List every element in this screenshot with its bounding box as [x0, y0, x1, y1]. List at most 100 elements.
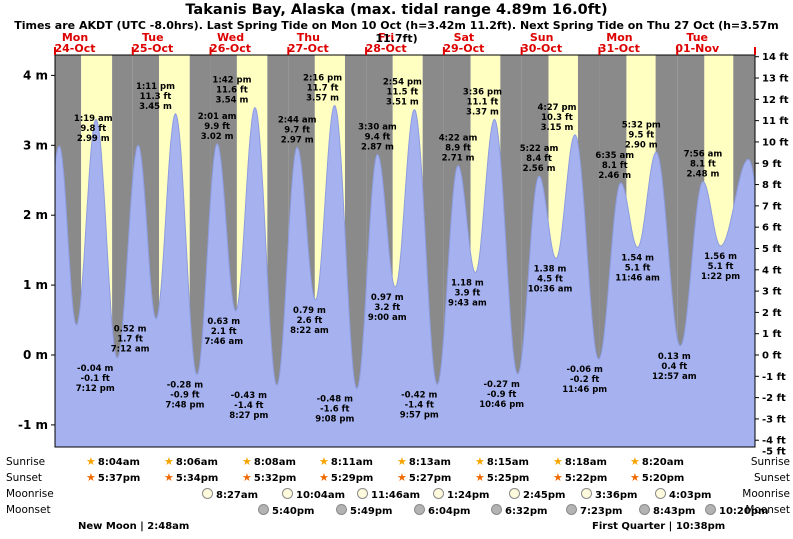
day-label-date: 25-Oct [132, 42, 173, 55]
low-tide-annotation: 7:12 pm [76, 384, 115, 394]
low-tide-annotation: -0.9 ft [487, 390, 516, 400]
sunrise-row-label-right: Sunrise [750, 456, 790, 468]
moonset-time: 5:49pm [350, 506, 393, 517]
high-tide-annotation: 3:36 pm [463, 87, 502, 97]
high-tide-annotation: 5:22 am [520, 144, 559, 154]
y-axis-label-ft: 9 ft [762, 159, 782, 170]
moonrise-row: Moonrise Moonrise 8:27am 10:04am 11:46am 1:… [0, 486, 793, 502]
high-tide-annotation: 11.1 ft [467, 97, 499, 107]
moonset-moon-icon [414, 504, 425, 515]
day-label-dow: Tue [686, 31, 708, 44]
low-tide-annotation: 4.5 ft [537, 275, 563, 285]
low-tide-annotation: 9:08 pm [315, 415, 354, 425]
moonset-row-label-left: Moonset [6, 504, 51, 516]
sunset-row: Sunset Sunset ★ 5:37pm ★ 5:34pm ★ 5:32pm ★ 5:29… [0, 470, 793, 486]
low-tide-annotation: 0.97 m [371, 293, 404, 303]
sunset-star-icon: ★ [164, 471, 174, 484]
moonrise-moon-icon [282, 488, 293, 499]
sunset-entry: ★ 5:32pm [242, 471, 296, 484]
day-label-date: 24-Oct [54, 42, 95, 55]
high-tide-annotation: 2.87 m [361, 142, 394, 152]
high-tide-annotation: 2:16 pm [303, 73, 342, 83]
y-axis-label-m: 2 m [23, 208, 48, 222]
moonset-time: 10:20pm [719, 506, 769, 517]
low-tide-annotation: -0.06 m [567, 365, 603, 375]
low-tide-annotation: 0.13 m [658, 352, 691, 362]
low-tide-annotation: -1.6 ft [320, 405, 349, 415]
y-axis-label-ft: 3 ft [762, 287, 782, 298]
high-tide-annotation: 2.56 m [523, 164, 556, 174]
moonset-time: 6:04pm [428, 506, 471, 517]
sunset-time: 5:25pm [486, 473, 530, 484]
low-tide-annotation: 10:46 pm [479, 400, 524, 410]
page-title: Takanis Bay, Alaska (max. tidal range 4.… [185, 2, 608, 18]
y-axis-label-ft: -1 ft [762, 372, 786, 383]
moonset-entry: 6:04pm [414, 503, 470, 517]
moonrise-time: 1:24pm [447, 490, 490, 501]
sunset-row-label-right: Sunset [753, 472, 790, 484]
high-tide-annotation: 3.15 m [541, 123, 574, 133]
sunrise-time: 8:18am [564, 457, 607, 468]
low-tide-annotation: 1:22 pm [701, 272, 740, 282]
high-tide-annotation: 9.4 ft [365, 132, 391, 142]
moonrise-moon-icon [581, 488, 592, 499]
y-axis-label-ft: 13 ft [762, 74, 789, 85]
moonset-entry: 5:40pm [258, 503, 314, 517]
sunrise-star-icon: ★ [86, 455, 96, 468]
moonset-entry: 5:49pm [336, 503, 392, 517]
moonset-moon-icon [705, 504, 716, 515]
new-moon-phase-text: New Moon | 2:48am [78, 521, 190, 532]
sunset-entry: ★ 5:22pm [553, 471, 607, 484]
high-tide-annotation: 3.02 m [201, 132, 234, 142]
first-quarter-phase-text: First Quarter | 10:38pm [592, 521, 726, 532]
y-axis-label-m: 4 m [23, 68, 48, 82]
high-tide-annotation: 2.48 m [687, 170, 720, 180]
high-tide-annotation: 1:19 am [74, 114, 113, 124]
high-tide-annotation: 6:35 am [595, 151, 634, 161]
sunset-entry: ★ 5:27pm [397, 471, 451, 484]
low-tide-annotation: 1.18 m [451, 279, 484, 289]
sunrise-star-icon: ★ [242, 455, 252, 468]
moonrise-row-label-left: Moonrise [6, 488, 54, 500]
y-axis-label-m: 1 m [23, 278, 48, 292]
moonrise-moon-icon [433, 488, 444, 499]
low-tide-annotation: -0.43 m [231, 391, 267, 401]
sunset-star-icon: ★ [553, 471, 563, 484]
sunset-entry: ★ 5:34pm [164, 471, 218, 484]
sunset-time: 5:20pm [641, 473, 685, 484]
day-label-date: 28-Oct [366, 42, 407, 55]
low-tide-annotation: 0.79 m [293, 306, 326, 316]
moonset-entry: 7:23pm [566, 503, 622, 517]
high-tide-annotation: 11.5 ft [387, 88, 419, 98]
low-tide-annotation: 0.4 ft [661, 362, 687, 372]
moonrise-entry: 10:04am [282, 487, 345, 501]
sunrise-time: 8:06am [175, 457, 218, 468]
low-tide-annotation: 11:46 am [615, 273, 660, 283]
high-tide-annotation: 11.3 ft [140, 92, 172, 102]
high-tide-annotation: 2.71 m [442, 154, 475, 164]
moonrise-moon-icon [655, 488, 666, 499]
high-tide-annotation: 8.4 ft [526, 154, 552, 164]
sunrise-time: 8:08am [253, 457, 296, 468]
sunrise-entry: ★ 8:15am [475, 455, 529, 468]
sunrise-star-icon: ★ [319, 455, 329, 468]
sunset-entry: ★ 5:37pm [86, 471, 140, 484]
low-tide-annotation: 0.63 m [207, 317, 240, 327]
moonrise-entry: 8:27am [202, 487, 258, 501]
day-label-date: 26-Oct [210, 42, 251, 55]
low-tide-annotation: -0.9 ft [170, 391, 199, 401]
sunset-star-icon: ★ [397, 471, 407, 484]
sunrise-time: 8:20am [641, 457, 684, 468]
sunrise-entry: ★ 8:18am [553, 455, 607, 468]
low-tide-annotation: 12:57 am [652, 372, 697, 382]
low-tide-annotation: 8:22 am [290, 326, 329, 336]
day-label-date: 27-Oct [288, 42, 329, 55]
sunrise-star-icon: ★ [164, 455, 174, 468]
low-tide-annotation: 7:46 am [204, 337, 243, 347]
high-tide-annotation: 9.7 ft [284, 125, 310, 135]
sunrise-row: Sunrise Sunrise ★ 8:04am ★ 8:06am ★ 8:08am ★ 8:… [0, 454, 793, 470]
sunset-entry: ★ 5:29pm [319, 471, 373, 484]
y-axis-label-ft: 0 ft [762, 351, 782, 362]
y-axis-label-ft: 7 ft [762, 201, 782, 212]
high-tide-annotation: 4:27 pm [537, 103, 576, 113]
